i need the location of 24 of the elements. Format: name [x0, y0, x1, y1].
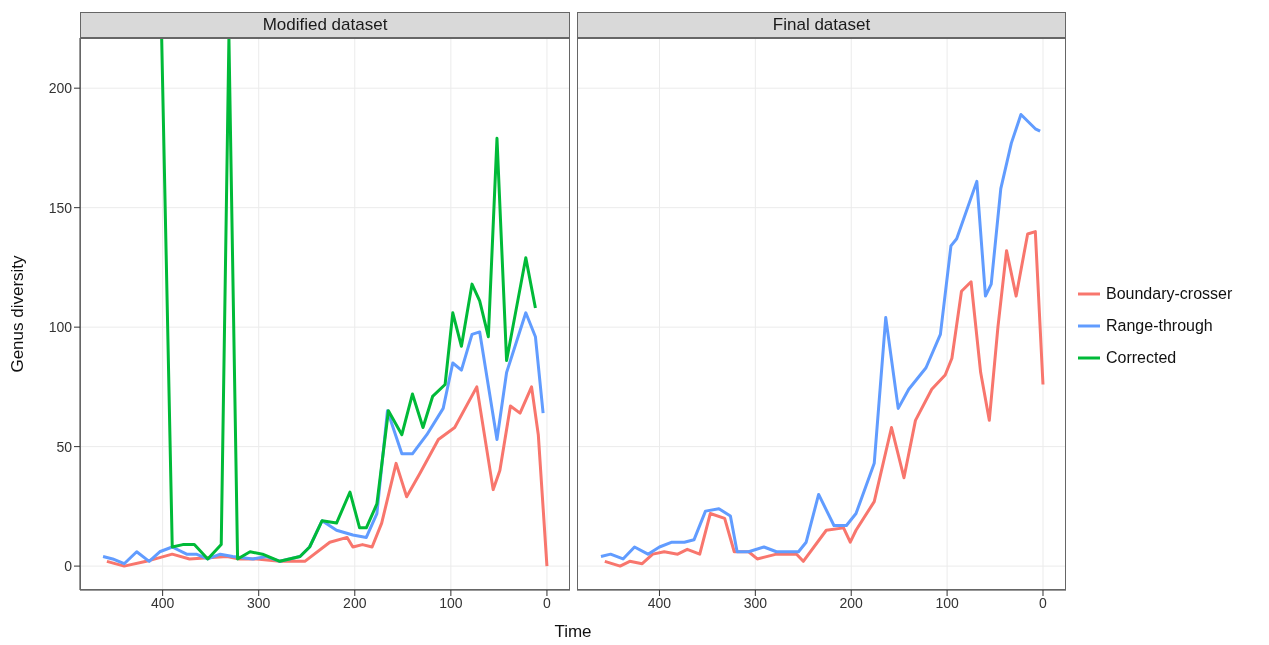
y-tick-label: 100: [48, 319, 73, 336]
legend-label: Range-through: [1106, 317, 1213, 335]
line-series: [105, 385, 549, 568]
x-tick-label: 0: [1039, 594, 1048, 611]
legend-label: Corrected: [1106, 349, 1177, 367]
x-tick-label: 0: [543, 594, 552, 611]
x-tick-label: 200: [343, 594, 367, 611]
y-tick-label: 200: [48, 80, 73, 97]
x-tick-label: 100: [439, 594, 463, 611]
y-tick-label: 0: [64, 558, 73, 575]
x-axis-title: Time: [553, 622, 593, 642]
y-axis-title: Genus diversity: [8, 254, 28, 375]
line-series: [160, 38, 537, 563]
x-tick-label: 300: [247, 594, 271, 611]
y-tick-label: 50: [56, 438, 73, 455]
x-tick-label: 200: [839, 594, 864, 611]
y-tick-label: 150: [48, 199, 73, 216]
legend-label: Boundary-crosser: [1106, 285, 1233, 303]
chart-title: Modified dataset: [80, 12, 570, 38]
x-tick-label: 400: [647, 594, 672, 611]
x-tick-label: 300: [743, 594, 768, 611]
x-tick-label: 100: [935, 594, 959, 611]
x-tick-label: 400: [150, 594, 175, 611]
chart-title: Final dataset: [577, 12, 1066, 38]
